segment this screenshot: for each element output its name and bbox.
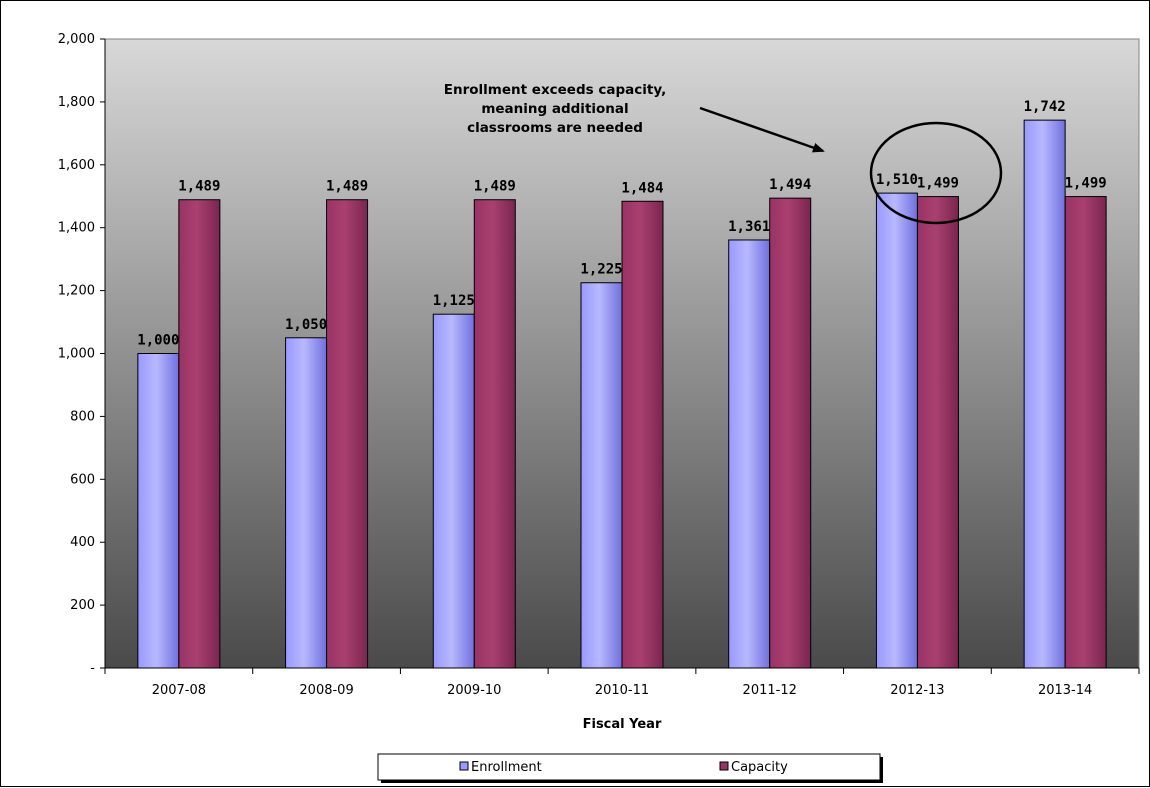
y-tick-label: 2,000: [58, 32, 95, 47]
y-tick-label: 1,400: [58, 221, 95, 236]
legend-swatch-enrollment: [459, 761, 469, 771]
x-axis-title: Fiscal Year: [583, 717, 662, 732]
bar-capacity: [178, 199, 221, 669]
annotation-line-3: classrooms are needed: [467, 120, 643, 136]
bar-capacity: [473, 199, 516, 669]
data-label-capacity: 1,494: [769, 177, 811, 193]
bar-enrollment: [285, 337, 328, 669]
x-tick-label: 2011-12: [743, 683, 797, 698]
data-label-enrollment: 1,361: [728, 219, 770, 235]
data-label-enrollment: 1,000: [137, 333, 179, 349]
bar-enrollment: [137, 353, 180, 669]
data-label-enrollment: 1,510: [876, 172, 918, 188]
bar-capacity: [326, 199, 369, 669]
y-tick-label: 1,200: [58, 284, 95, 299]
data-label-capacity: 1,499: [1065, 176, 1107, 192]
y-tick-label: 600: [70, 472, 95, 487]
data-label-capacity: 1,489: [326, 179, 368, 195]
y-tick-label: 1,800: [58, 95, 95, 110]
bar-enrollment: [580, 282, 623, 669]
x-tick-label: 2010-11: [595, 683, 649, 698]
y-tick-label: 200: [70, 598, 95, 613]
annotation-arrow: [699, 106, 825, 153]
annotation-line-1: Enrollment exceeds capacity,: [444, 82, 666, 98]
data-label-capacity: 1,489: [178, 179, 220, 195]
legend-swatch-capacity: [719, 761, 729, 771]
y-tick-label: 800: [70, 409, 95, 424]
legend-label-capacity: Capacity: [731, 760, 788, 775]
data-label-enrollment: 1,125: [433, 293, 475, 309]
annotation-circle: [869, 121, 1003, 225]
bar-capacity: [769, 197, 812, 669]
data-label-enrollment: 1,742: [1024, 99, 1066, 115]
annotation-line-2: meaning additional: [481, 101, 628, 117]
bars: [137, 119, 1107, 669]
bar-enrollment: [875, 192, 918, 669]
bar-enrollment: [432, 313, 475, 669]
data-label-capacity: 1,484: [621, 180, 663, 196]
y-tick-label: -: [90, 661, 95, 676]
y-tick-label: 1,600: [58, 158, 95, 173]
bar-capacity: [1064, 196, 1107, 669]
bar-enrollment: [728, 239, 771, 669]
x-tick-label: 2009-10: [447, 683, 501, 698]
data-label-enrollment: 1,225: [580, 262, 622, 278]
data-labels: 1,000 1,050 1,125 1,225 1,361 1,510 1,742 1,489…: [137, 99, 1106, 348]
data-label-capacity: 1,499: [917, 176, 959, 192]
y-tick-label: 400: [70, 535, 95, 550]
legend-box: [377, 753, 881, 781]
x-tick-label: 2007-08: [152, 683, 206, 698]
data-label-enrollment: 1,050: [285, 317, 327, 333]
bar-capacity: [916, 196, 959, 669]
annotation: Enrollment exceeds capacity, meaning add…: [444, 82, 1003, 225]
x-tick-label: 2008-09: [299, 683, 353, 698]
x-axis: 2007-08 2008-09 2009-10 2010-11 2011-12 2012-…: [104, 667, 1140, 698]
data-label-capacity: 1,489: [474, 179, 516, 195]
y-axis: - 200 400 600 800 1,000 1,200 1,400 1,600 1,800 2,…: [58, 32, 106, 676]
bar-capacity: [621, 200, 664, 669]
x-tick-label: 2012-13: [890, 683, 944, 698]
bar-enrollment: [1023, 119, 1066, 669]
legend: Enrollment Capacity: [377, 753, 883, 783]
x-tick-label: 2013-14: [1038, 683, 1092, 698]
legend-label-enrollment: Enrollment: [471, 760, 542, 775]
y-tick-label: 1,000: [58, 347, 95, 362]
